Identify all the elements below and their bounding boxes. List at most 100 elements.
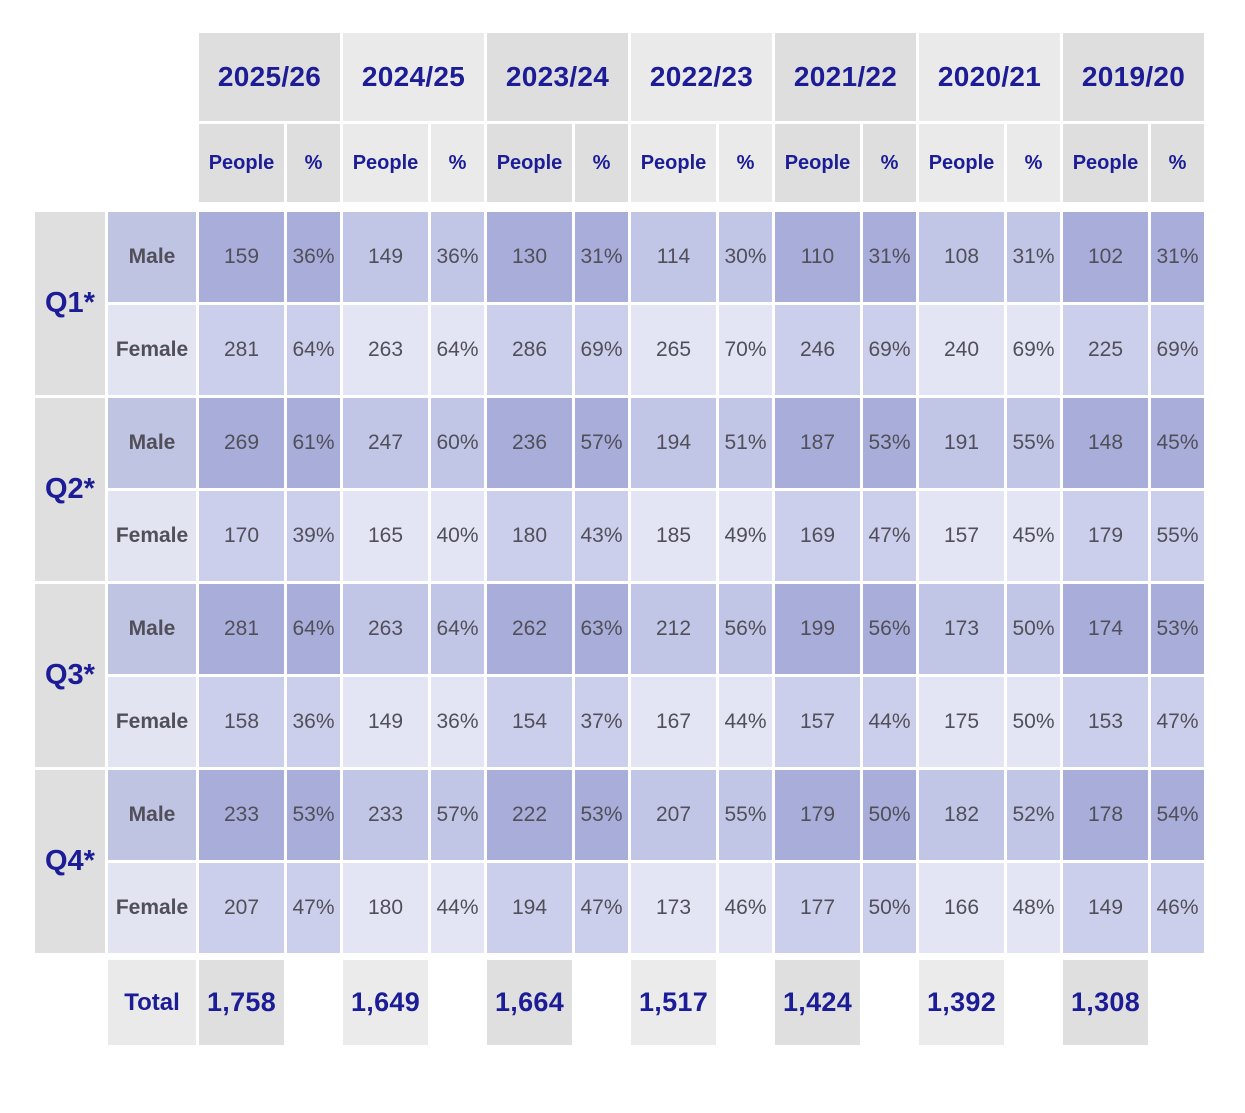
people-cell: 265 (631, 305, 716, 395)
gender-label: Male (108, 398, 196, 488)
percent-cell: 57% (575, 398, 628, 488)
total-label: Total (108, 960, 196, 1045)
people-cell: 166 (919, 863, 1004, 953)
percent-cell: 31% (1151, 212, 1204, 302)
percent-cell: 54% (1151, 770, 1204, 860)
people-cell: 222 (487, 770, 572, 860)
people-cell: 180 (343, 863, 428, 953)
year-header: 2020/21 (919, 33, 1060, 121)
percent-cell: 56% (719, 584, 772, 674)
percent-cell: 31% (863, 212, 916, 302)
percent-cell: 51% (719, 398, 772, 488)
people-cell: 102 (1063, 212, 1148, 302)
people-cell: 246 (775, 305, 860, 395)
total-value: 1,517 (631, 960, 716, 1045)
percent-cell: 69% (863, 305, 916, 395)
people-cell: 269 (199, 398, 284, 488)
people-cell: 182 (919, 770, 1004, 860)
year-header: 2023/24 (487, 33, 628, 121)
percent-cell: 36% (431, 212, 484, 302)
people-cell: 194 (631, 398, 716, 488)
percent-cell: 53% (863, 398, 916, 488)
quarterly-gender-table: 2025/26 People% 2024/25 People% 2023/24 Peopl… (35, 33, 1204, 1045)
percent-cell: 36% (287, 212, 340, 302)
people-cell: 180 (487, 491, 572, 581)
percent-cell: 50% (1007, 584, 1060, 674)
percent-cell: 55% (1151, 491, 1204, 581)
percent-cell: 45% (1007, 491, 1060, 581)
subheader-people: People (199, 124, 284, 202)
subheader-people: People (1063, 124, 1148, 202)
people-cell: 173 (631, 863, 716, 953)
percent-cell: 53% (287, 770, 340, 860)
percent-cell: 43% (575, 491, 628, 581)
people-cell: 236 (487, 398, 572, 488)
subheader-percent: % (719, 124, 772, 202)
percent-cell: 64% (287, 305, 340, 395)
people-cell: 165 (343, 491, 428, 581)
people-cell: 286 (487, 305, 572, 395)
percent-cell: 30% (719, 212, 772, 302)
percent-cell: 47% (863, 491, 916, 581)
people-cell: 262 (487, 584, 572, 674)
subheader-percent: % (863, 124, 916, 202)
percent-cell: 50% (863, 863, 916, 953)
people-cell: 149 (343, 677, 428, 767)
people-cell: 173 (919, 584, 1004, 674)
percent-cell: 52% (1007, 770, 1060, 860)
people-cell: 157 (775, 677, 860, 767)
people-cell: 199 (775, 584, 860, 674)
total-value: 1,424 (775, 960, 860, 1045)
subheader-percent: % (1151, 124, 1204, 202)
people-cell: 170 (199, 491, 284, 581)
people-cell: 179 (1063, 491, 1148, 581)
percent-cell: 57% (431, 770, 484, 860)
percent-cell: 69% (1151, 305, 1204, 395)
percent-cell: 55% (719, 770, 772, 860)
gender-label: Female (108, 863, 196, 953)
subheader-people: People (487, 124, 572, 202)
percent-cell: 46% (1151, 863, 1204, 953)
percent-cell: 70% (719, 305, 772, 395)
people-cell: 174 (1063, 584, 1148, 674)
percent-cell: 44% (863, 677, 916, 767)
people-cell: 178 (1063, 770, 1148, 860)
percent-cell: 69% (575, 305, 628, 395)
total-value: 1,392 (919, 960, 1004, 1045)
people-cell: 207 (199, 863, 284, 953)
people-cell: 114 (631, 212, 716, 302)
gender-label: Female (108, 491, 196, 581)
people-cell: 175 (919, 677, 1004, 767)
subheader-people: People (775, 124, 860, 202)
percent-cell: 46% (719, 863, 772, 953)
percent-cell: 44% (719, 677, 772, 767)
people-cell: 225 (1063, 305, 1148, 395)
percent-cell: 31% (575, 212, 628, 302)
percent-cell: 50% (863, 770, 916, 860)
subheader-people: People (631, 124, 716, 202)
year-header: 2024/25 (343, 33, 484, 121)
people-cell: 154 (487, 677, 572, 767)
people-cell: 233 (343, 770, 428, 860)
people-cell: 247 (343, 398, 428, 488)
people-cell: 108 (919, 212, 1004, 302)
gender-label: Female (108, 677, 196, 767)
subheader-people: People (919, 124, 1004, 202)
subheader-percent: % (575, 124, 628, 202)
people-cell: 153 (1063, 677, 1148, 767)
percent-cell: 47% (575, 863, 628, 953)
percent-cell: 49% (719, 491, 772, 581)
percent-cell: 53% (1151, 584, 1204, 674)
percent-cell: 31% (1007, 212, 1060, 302)
people-cell: 263 (343, 584, 428, 674)
gender-label: Male (108, 584, 196, 674)
percent-cell: 55% (1007, 398, 1060, 488)
percent-cell: 64% (431, 305, 484, 395)
percent-cell: 60% (431, 398, 484, 488)
gender-label: Male (108, 770, 196, 860)
quarter-label: Q3* (35, 584, 105, 767)
quarter-label: Q1* (35, 212, 105, 395)
subheader-people: People (343, 124, 428, 202)
people-cell: 263 (343, 305, 428, 395)
people-cell: 233 (199, 770, 284, 860)
